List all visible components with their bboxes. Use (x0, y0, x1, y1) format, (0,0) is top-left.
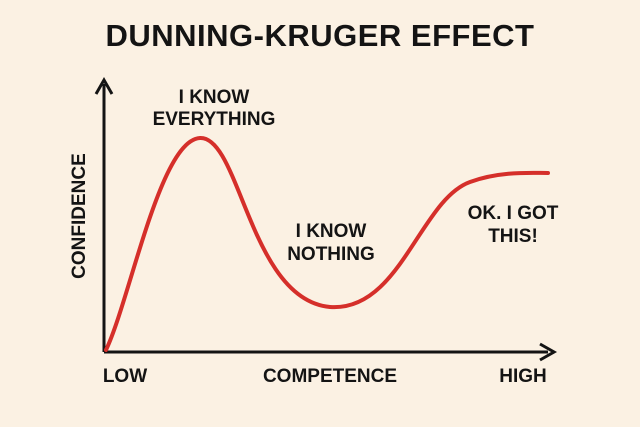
annotation: OK. I GOT (468, 203, 559, 224)
y-arrow (94, 76, 114, 95)
y-axis-label: CONFIDENCE (69, 153, 90, 279)
x-high-label: HIGH (499, 366, 547, 387)
annotation: EVERYTHING (153, 109, 276, 130)
annotation: I KNOW (179, 87, 250, 108)
x-low-label: LOW (103, 366, 147, 387)
annotation: THIS! (488, 226, 538, 247)
annotation: I KNOW (296, 221, 367, 242)
x-arrow (539, 342, 558, 362)
x-axis-label: COMPETENCE (263, 366, 397, 387)
curve (104, 135, 550, 352)
title: DUNNING-KRUGER EFFECT (106, 18, 535, 53)
annotation: NOTHING (287, 244, 375, 265)
axes (94, 76, 558, 362)
